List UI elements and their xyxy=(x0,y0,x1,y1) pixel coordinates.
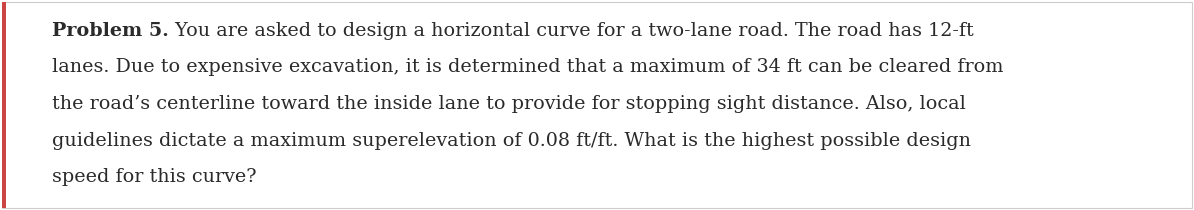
Text: lanes. Due to expensive excavation, it is determined that a maximum of 34 ft can: lanes. Due to expensive excavation, it i… xyxy=(53,59,1003,76)
Text: You are asked to design a horizontal curve for a two-lane road. The road has 12-: You are asked to design a horizontal cur… xyxy=(168,22,973,40)
Text: guidelines dictate a maximum superelevation of 0.08 ft/ft. What is the highest p: guidelines dictate a maximum superelevat… xyxy=(53,131,971,150)
Text: Problem 5.: Problem 5. xyxy=(53,22,168,40)
Text: the road’s centerline toward the inside lane to provide for stopping sight dista: the road’s centerline toward the inside … xyxy=(53,95,966,113)
Bar xyxy=(2,2,6,208)
Text: speed for this curve?: speed for this curve? xyxy=(53,168,257,186)
